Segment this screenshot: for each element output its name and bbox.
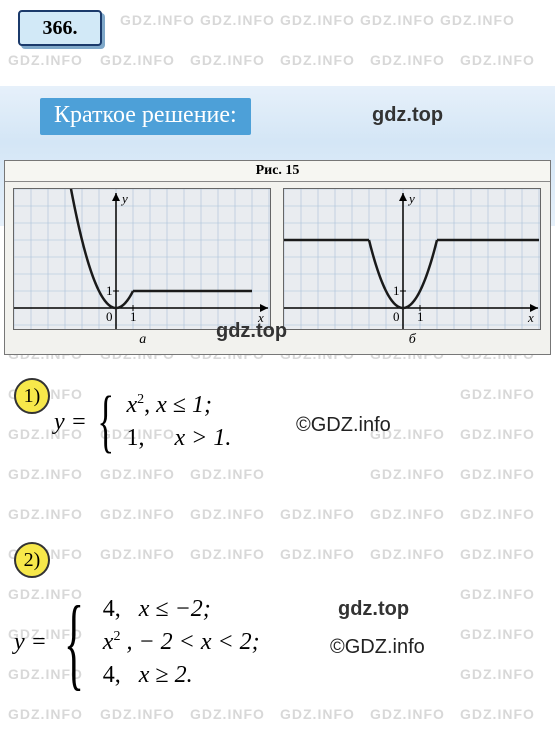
watermark: GDZ.INFO [280,52,355,68]
svg-text:0: 0 [393,309,400,324]
watermark: GDZ.INFO [100,466,175,482]
f1-l2-cond: x > 1. [174,425,231,452]
formula-2: y = { 4, x ≤ −2; x2 , − 2 < x < 2; 4, x … [14,596,260,689]
f2-l1-val: 4, [103,596,121,623]
solution-title: Краткое решение: [40,98,251,135]
watermark: GDZ.INFO [280,706,355,722]
brace-icon: { [64,601,84,684]
watermark: GDZ.INFO [8,466,83,482]
watermark: GDZ.INFO [8,706,83,722]
problem-number: 366. [43,17,78,40]
caption-b: б [283,330,543,352]
brand-gdz-top-3: gdz.top [338,598,409,621]
svg-text:1: 1 [130,309,137,324]
f2-yeq: y = [14,629,47,656]
watermark: GDZ.INFO [460,426,535,442]
f1-l1-cond: x ≤ 1; [156,392,212,419]
graph-b: y x 0 1 1 [283,188,541,330]
watermark: GDZ.INFO [190,506,265,522]
item-1-badge: 1) [14,378,50,414]
copyright-2: ©GDZ.info [330,636,425,659]
svg-text:1: 1 [417,309,424,324]
watermark: GDZ.INFO [370,52,445,68]
f2-l2-sup: 2 [113,629,120,644]
watermark: GDZ.INFO [370,706,445,722]
svg-text:y: y [407,191,415,206]
watermark: GDZ.INFO [460,506,535,522]
item-2-badge: 2) [14,542,50,578]
f1-l1-comma: , [144,392,150,418]
f1-yeq: y = [54,409,87,436]
f1-l1-x: x [126,392,137,418]
watermark: GDZ.INFO [460,706,535,722]
watermark: GDZ.INFO [460,546,535,562]
watermark: GDZ.INFO [190,466,265,482]
watermark: GDZ.INFO [460,586,535,602]
watermark: GDZ.INFO [460,386,535,402]
brace-icon: { [97,394,114,450]
f2-l2-cond: , − 2 < x < 2; [126,629,259,656]
f2-l1-cond: x ≤ −2; [139,596,211,623]
watermark: GDZ.INFO [100,546,175,562]
copyright-1: ©GDZ.info [296,414,391,437]
watermark: GDZ.INFO [360,12,435,28]
watermark: GDZ.INFO [440,12,515,28]
watermark: GDZ.INFO [120,12,195,28]
svg-text:x: x [527,310,534,325]
svg-text:1: 1 [393,283,400,298]
watermark: GDZ.INFO [190,706,265,722]
watermark: GDZ.INFO [100,52,175,68]
watermark: GDZ.INFO [370,546,445,562]
watermark: GDZ.INFO [370,466,445,482]
figure-header: Рис. 15 [5,161,550,182]
f2-l3-cond: x ≥ 2. [139,662,193,689]
watermark: GDZ.INFO [460,466,535,482]
watermark: GDZ.INFO [200,12,275,28]
svg-text:y: y [120,191,128,206]
watermark: GDZ.INFO [190,546,265,562]
watermark: GDZ.INFO [280,12,355,28]
watermark: GDZ.INFO [100,706,175,722]
svg-text:0: 0 [106,309,113,324]
item-2-num: 2) [24,549,41,572]
f1-l2-val: 1, [126,425,144,452]
f2-l3-val: 4, [103,662,121,689]
brand-gdz-top-2: gdz.top [216,320,287,343]
watermark: GDZ.INFO [190,52,265,68]
watermark: GDZ.INFO [460,52,535,68]
svg-text:1: 1 [106,283,113,298]
watermark: GDZ.INFO [8,52,83,68]
graph-a: yx011 [13,188,271,330]
watermark: GDZ.INFO [8,506,83,522]
item-1-num: 1) [24,385,41,408]
f2-l2-x: x [103,629,114,655]
problem-number-badge: 366. [18,10,102,46]
watermark: GDZ.INFO [280,506,355,522]
watermark: GDZ.INFO [100,506,175,522]
watermark: GDZ.INFO [460,666,535,682]
watermark: GDZ.INFO [460,626,535,642]
formula-1: y = { x2, x ≤ 1; 1, x > 1. [54,392,231,452]
watermark: GDZ.INFO [280,546,355,562]
watermark: GDZ.INFO [370,506,445,522]
brand-gdz-top-1: gdz.top [372,104,443,127]
